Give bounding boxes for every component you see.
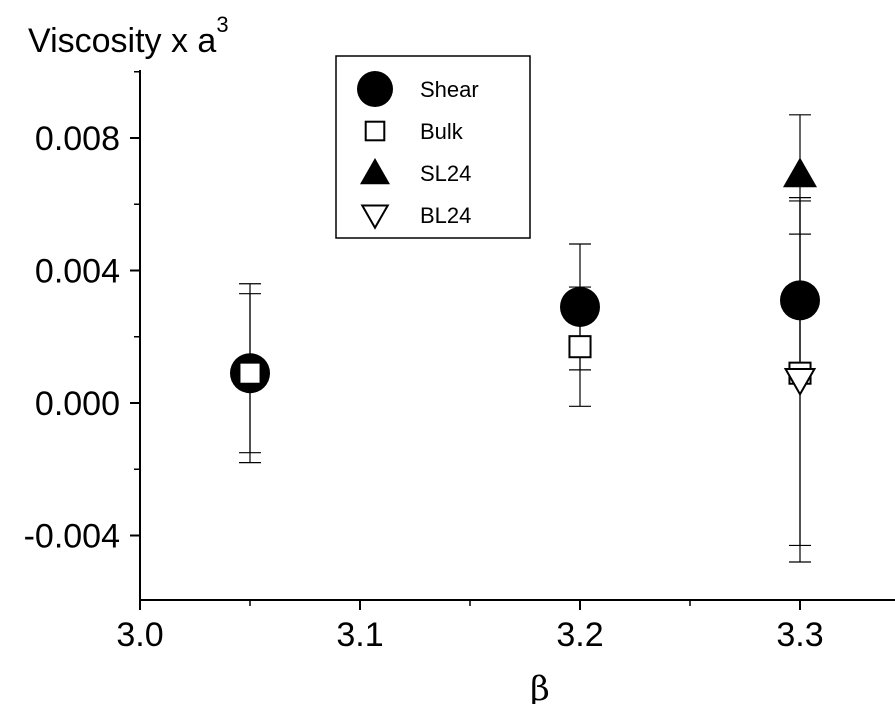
- y-tick-label: 0.004: [35, 253, 120, 291]
- legend-label: Bulk: [420, 119, 464, 144]
- legend-marker-shear: [357, 71, 393, 107]
- x-tick-label: 3.1: [336, 616, 383, 654]
- ticks: -0.004 0.000 0.004 0.008 3.0 3.1 3.2 3.3: [24, 71, 824, 654]
- legend-marker-bulk: [364, 120, 386, 142]
- y-tick-label: 0.000: [35, 385, 120, 423]
- data-point-bl24: [783, 367, 817, 397]
- legend-label: Shear: [420, 77, 479, 102]
- axes: [139, 70, 895, 601]
- data-point-shear: [560, 286, 600, 327]
- legend-marker-sl24: [360, 158, 390, 185]
- legend: Shear Bulk SL24 BL24: [335, 55, 531, 239]
- markers: [230, 157, 820, 397]
- legend-label: BL24: [420, 203, 471, 228]
- data-point-sl24: [783, 157, 817, 188]
- data-point-shear: [780, 280, 820, 321]
- legend-label: SL24: [420, 161, 471, 186]
- legend-marker-bl24: [360, 204, 390, 230]
- x-tick-label: 3.3: [776, 616, 823, 654]
- x-tick-label: 3.0: [116, 616, 163, 654]
- data-point-bulk: [238, 361, 262, 385]
- x-tick-label: 3.2: [556, 616, 603, 654]
- x-axis-title: β: [530, 669, 550, 704]
- y-tick-label: 0.008: [35, 120, 120, 158]
- y-tick-label: -0.004: [24, 518, 120, 556]
- data-point-bulk: [568, 335, 592, 359]
- y-axis-title: Viscosity x a3: [28, 12, 229, 60]
